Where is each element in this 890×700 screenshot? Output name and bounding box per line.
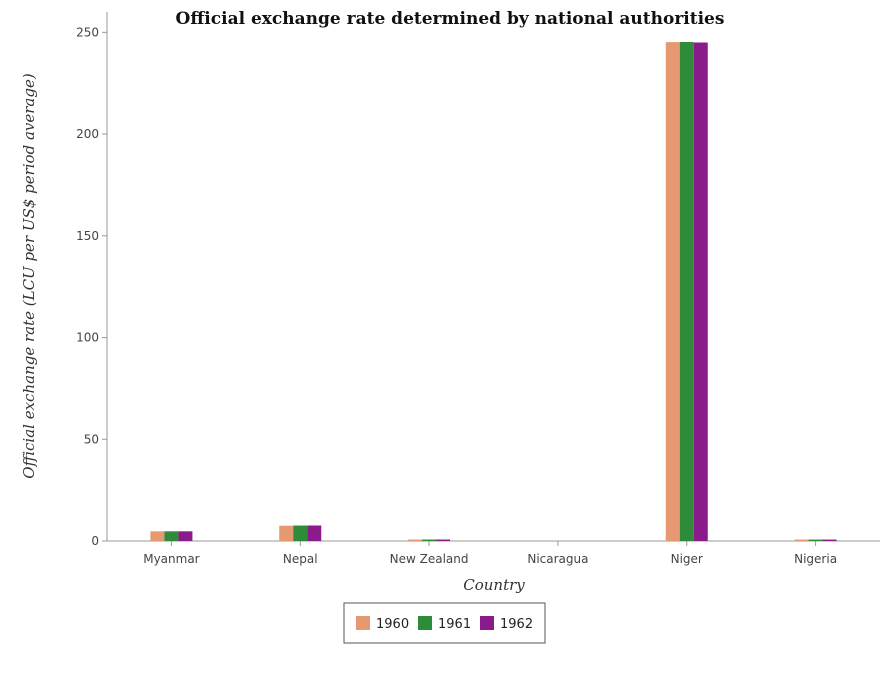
bar-1962-new-zealand bbox=[436, 539, 451, 541]
bar-1961-niger bbox=[679, 41, 694, 541]
bar-1962-niger bbox=[693, 42, 708, 541]
legend-label-1962: 1962 bbox=[500, 617, 533, 632]
bar-1960-nigeria bbox=[794, 539, 809, 541]
legend-label-1961: 1961 bbox=[438, 617, 471, 632]
bar-1960-niger bbox=[665, 42, 680, 542]
plot-area: 0 50 100 150 200 250 Myanmar Nepal New Zealand N… bbox=[76, 12, 880, 566]
bar-1962-nigeria bbox=[822, 539, 837, 541]
y-axis-label: Official exchange rate (LCU per US$ peri… bbox=[20, 73, 38, 479]
x-axis-label: Country bbox=[463, 576, 525, 594]
y-tick-label: 0 bbox=[91, 534, 99, 548]
y-tick-label: 50 bbox=[84, 432, 99, 446]
legend-box bbox=[343, 602, 546, 644]
x-ticks: Myanmar Nepal New Zealand Nicaragua Niger Nig… bbox=[143, 541, 837, 566]
y-tick-label: 200 bbox=[76, 127, 99, 141]
bars bbox=[150, 41, 837, 542]
y-tick-label: 150 bbox=[76, 229, 99, 243]
x-tick-label: Nicaragua bbox=[527, 552, 588, 566]
x-tick-label: Niger bbox=[671, 552, 703, 566]
bar-1960-myanmar bbox=[150, 531, 165, 541]
bar-1962-myanmar bbox=[178, 531, 193, 541]
bar-1961-nigeria bbox=[808, 539, 823, 541]
bar-1962-nepal bbox=[307, 525, 322, 541]
x-tick-label: Nigeria bbox=[794, 552, 837, 566]
legend-label-1960: 1960 bbox=[376, 617, 409, 632]
y-tick-label: 250 bbox=[76, 25, 99, 39]
legend-swatch-1960 bbox=[356, 616, 370, 630]
y-ticks: 0 50 100 150 200 250 bbox=[76, 25, 107, 548]
bar-1961-myanmar bbox=[164, 531, 179, 541]
x-tick-label: New Zealand bbox=[390, 552, 469, 566]
x-tick-label: Nepal bbox=[283, 552, 318, 566]
x-tick-label: Myanmar bbox=[143, 552, 199, 566]
bar-1961-new-zealand bbox=[422, 539, 437, 541]
bar-1960-new-zealand bbox=[408, 539, 423, 541]
bar-1960-nepal bbox=[279, 525, 294, 541]
chart-title: Official exchange rate determined by nat… bbox=[176, 9, 725, 29]
legend-items: 1960 1961 1962 bbox=[356, 616, 533, 632]
bar-1961-nepal bbox=[293, 525, 308, 541]
y-tick-label: 100 bbox=[76, 331, 99, 345]
legend-swatch-1961 bbox=[418, 616, 432, 630]
legend-swatch-1962 bbox=[480, 616, 494, 630]
legend: 1960 1961 1962 bbox=[343, 602, 546, 644]
